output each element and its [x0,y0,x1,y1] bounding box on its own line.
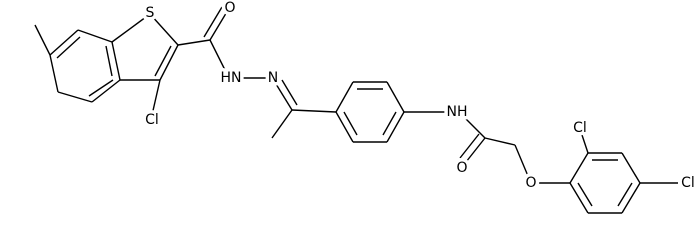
structure-diagram: S O HN N Cl NH O O Cl Cl [34,0,699,214]
atom-label: O [525,175,536,191]
atom-label: N [268,70,278,86]
atom-labels: S O HN N Cl NH O O Cl Cl [142,0,699,195]
atom-label: O [456,160,467,176]
atom-label: Cl [681,175,695,191]
atom-label: Cl [573,120,587,136]
atom-label: HN [221,70,242,86]
atom-label: Cl [145,112,159,128]
atom-label: O [224,0,235,16]
bonds [34,6,678,214]
atom-label: S [146,5,155,21]
atom-label: NH [447,104,468,120]
